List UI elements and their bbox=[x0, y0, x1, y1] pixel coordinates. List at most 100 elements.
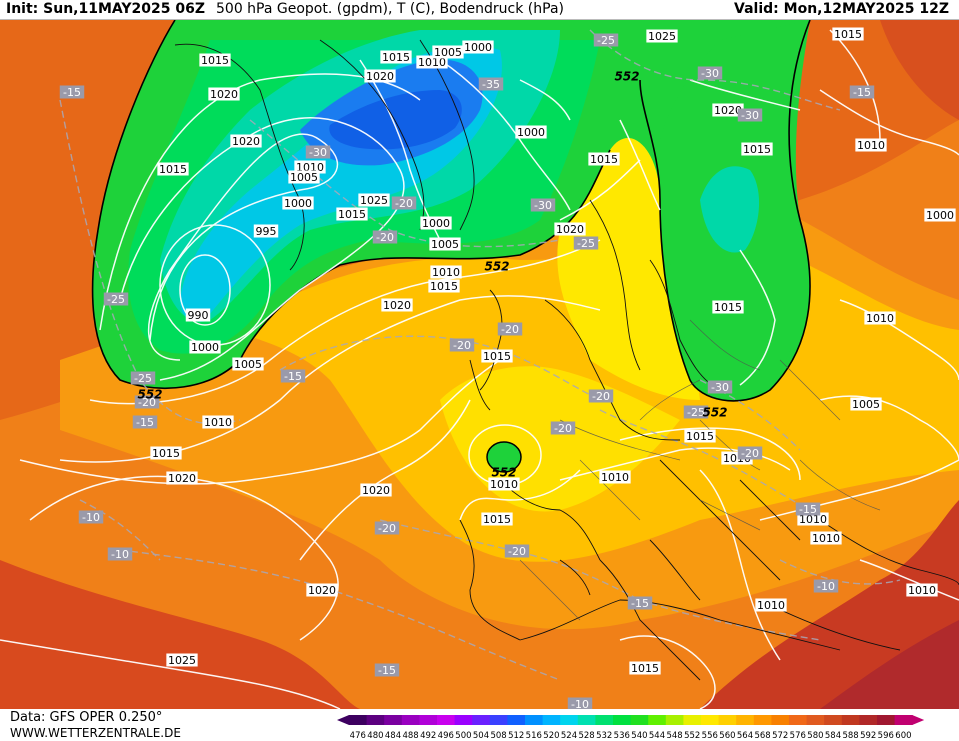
svg-text:-25: -25 bbox=[687, 406, 705, 419]
scale-swatch bbox=[472, 715, 491, 725]
svg-text:1015: 1015 bbox=[631, 662, 659, 675]
svg-text:1005: 1005 bbox=[234, 358, 262, 371]
isobar-label: 1000 bbox=[924, 208, 956, 222]
svg-text:1015: 1015 bbox=[159, 163, 187, 176]
scale-swatch bbox=[841, 715, 860, 725]
svg-text:1000: 1000 bbox=[517, 126, 545, 139]
init-time: Init: Sun,11MAY2025 06Z bbox=[6, 1, 205, 17]
svg-text:-30: -30 bbox=[701, 67, 719, 80]
svg-text:-15: -15 bbox=[136, 416, 154, 429]
field-band-hot-southeast bbox=[820, 620, 959, 709]
scale-tick-label: 492 bbox=[420, 731, 436, 740]
color-scale: 476 480 484 488 492 496 500 504 508 512 516 520 524 5… bbox=[337, 715, 925, 740]
isotherm-label: -20 bbox=[449, 338, 475, 352]
isotherm-label: -30 bbox=[697, 66, 723, 80]
svg-text:-10: -10 bbox=[82, 511, 100, 524]
svg-text:1020: 1020 bbox=[308, 584, 336, 597]
isobar-label: 1015 bbox=[428, 279, 460, 293]
svg-text:-20: -20 bbox=[378, 522, 396, 535]
isobar-label: 1015 bbox=[157, 162, 189, 176]
field-band-warm-northeast bbox=[880, 20, 959, 120]
isobar-label: 1010 bbox=[797, 512, 829, 526]
isotherm-label: -10 bbox=[567, 697, 593, 709]
svg-text:1010: 1010 bbox=[418, 56, 446, 69]
scale-tick-label: 576 bbox=[790, 731, 806, 740]
svg-text:995: 995 bbox=[256, 225, 277, 238]
svg-text:-25: -25 bbox=[107, 293, 125, 306]
scale-swatch bbox=[542, 715, 561, 725]
isobar-label: 1025 bbox=[358, 193, 390, 207]
scale-tick-label: 552 bbox=[684, 731, 700, 740]
svg-text:1010: 1010 bbox=[866, 312, 894, 325]
svg-text:1015: 1015 bbox=[686, 430, 714, 443]
isobar-label: 1010 bbox=[430, 265, 462, 279]
svg-text:1025: 1025 bbox=[168, 654, 196, 667]
svg-text:1015: 1015 bbox=[152, 447, 180, 460]
svg-text:-15: -15 bbox=[378, 664, 396, 677]
svg-text:552: 552 bbox=[491, 465, 516, 479]
scale-swatch bbox=[595, 715, 614, 725]
isotherm-labels: -25 -30 -35 -30 -15 -15 -30 -30 -20 -20 -25 -25 -20 -… bbox=[59, 33, 875, 709]
isotherm-label: -20 bbox=[497, 322, 523, 336]
svg-text:-25: -25 bbox=[597, 34, 615, 47]
scale-tick-label: 544 bbox=[649, 731, 665, 740]
svg-text:1010: 1010 bbox=[857, 139, 885, 152]
isobar-label: 1005 bbox=[232, 357, 264, 371]
isobar-label: 1000 bbox=[282, 196, 314, 210]
svg-text:1005: 1005 bbox=[431, 238, 459, 251]
isotherm-label: -35 bbox=[478, 77, 504, 91]
contour-552-label: 552 bbox=[491, 465, 516, 479]
contour-552-label: 552 bbox=[484, 259, 509, 273]
svg-text:1000: 1000 bbox=[926, 209, 954, 222]
isobar-label: 1020 bbox=[306, 583, 338, 597]
source-url: WWW.WETTERZENTRALE.DE bbox=[10, 726, 181, 740]
svg-text:1020: 1020 bbox=[210, 88, 238, 101]
svg-text:1015: 1015 bbox=[430, 280, 458, 293]
svg-text:-20: -20 bbox=[554, 422, 572, 435]
isotherm-label: -15 bbox=[849, 85, 875, 99]
isotherm-label: -25 bbox=[103, 292, 129, 306]
isobar-label: 1025 bbox=[166, 653, 198, 667]
svg-text:1015: 1015 bbox=[743, 143, 771, 156]
isotherm-label: -30 bbox=[707, 380, 733, 394]
isotherm-label: -20 bbox=[391, 196, 417, 210]
scale-tick-label: 488 bbox=[402, 731, 418, 740]
isobar-label: 1020 bbox=[712, 103, 744, 117]
isotherm-label: -10 bbox=[107, 547, 133, 561]
isotherm-label: -25 bbox=[683, 405, 709, 419]
scale-swatch bbox=[419, 715, 438, 725]
scale-tick-label: 556 bbox=[702, 731, 718, 740]
svg-text:1020: 1020 bbox=[168, 472, 196, 485]
svg-text:1020: 1020 bbox=[383, 299, 411, 312]
isobar-label: 1010 bbox=[755, 598, 787, 612]
svg-text:-25: -25 bbox=[577, 237, 595, 250]
isobar-label: 1020 bbox=[360, 483, 392, 497]
isobar-label: 1010 bbox=[416, 55, 448, 69]
isobar-label: 1015 bbox=[380, 50, 412, 64]
isotherm-label: -20 bbox=[374, 521, 400, 535]
contour-552-label: 552 bbox=[137, 387, 162, 401]
isotherm-label: -30 bbox=[530, 198, 556, 212]
isobar-label: 1010 bbox=[599, 470, 631, 484]
scale-tick-label: 504 bbox=[473, 731, 489, 740]
map-footer: Data: GFS OPER 0.250° WWW.WETTERZENTRALE… bbox=[0, 709, 959, 741]
map-title: 500 hPa Geopot. (gpdm), T (C), Bodendruc… bbox=[216, 1, 564, 17]
scale-swatch bbox=[771, 715, 790, 725]
isotherm-label: -15 bbox=[374, 663, 400, 677]
isobar-label: 1010 bbox=[906, 583, 938, 597]
svg-text:1025: 1025 bbox=[648, 30, 676, 43]
scale-swatch bbox=[736, 715, 755, 725]
scale-swatch bbox=[401, 715, 420, 725]
svg-text:-10: -10 bbox=[571, 698, 589, 709]
isotherm-label: -30 bbox=[737, 108, 763, 122]
svg-text:-15: -15 bbox=[63, 86, 81, 99]
svg-text:1010: 1010 bbox=[601, 471, 629, 484]
field-band-east-trough-inner bbox=[700, 166, 760, 253]
scale-tick-label: 536 bbox=[614, 731, 630, 740]
scale-tick-label: 564 bbox=[737, 731, 753, 740]
isobar-label: 1015 bbox=[684, 429, 716, 443]
contour-552-cutoff bbox=[486, 441, 522, 473]
svg-text:552: 552 bbox=[484, 259, 509, 273]
svg-text:-10: -10 bbox=[111, 548, 129, 561]
